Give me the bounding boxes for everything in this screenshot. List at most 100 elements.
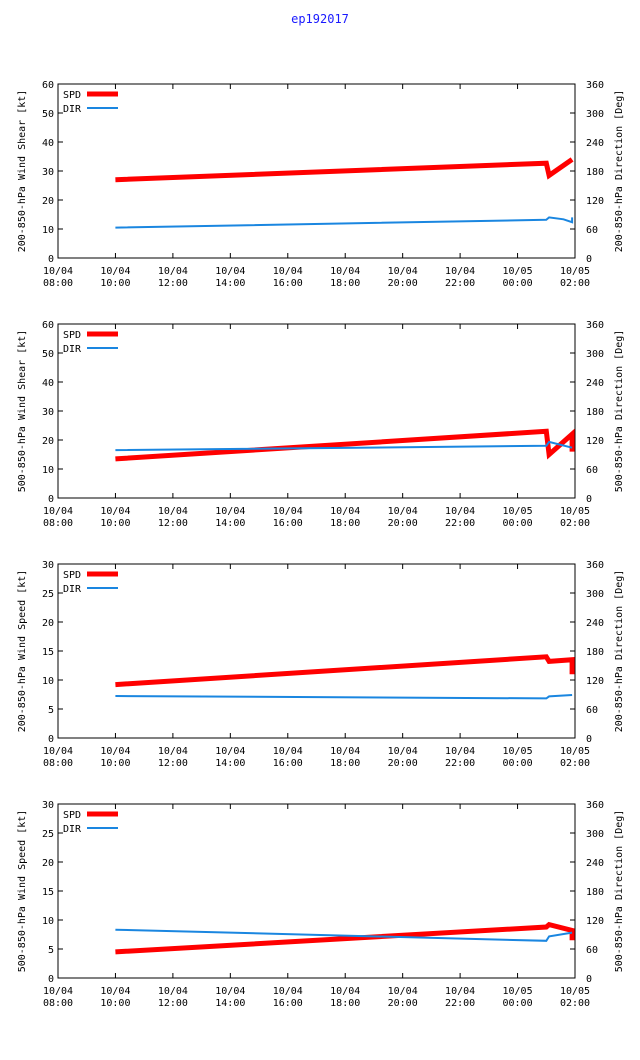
x-tick-time: 20:00: [388, 998, 418, 1009]
y-tick-label: 10: [42, 916, 54, 927]
x-tick-time: 00:00: [503, 758, 533, 769]
y-tick-label: 15: [42, 887, 54, 898]
x-tick-time: 12:00: [158, 278, 188, 289]
y2-tick-label: 120: [586, 916, 604, 927]
y2-tick-label: 120: [586, 676, 604, 687]
y-tick-label: 5: [48, 945, 54, 956]
x-tick-date: 10/04: [273, 506, 303, 517]
x-tick-date: 10/04: [445, 746, 475, 757]
y2-axis-label: 200-850-hPa Direction [Deg]: [614, 90, 625, 253]
x-tick-date: 10/05: [560, 986, 590, 997]
x-tick-time: 18:00: [330, 758, 360, 769]
x-tick-date: 10/04: [330, 506, 360, 517]
x-tick-date: 10/05: [503, 986, 533, 997]
y2-tick-label: 60: [586, 465, 598, 476]
x-tick-date: 10/04: [158, 986, 188, 997]
y2-tick-label: 240: [586, 378, 604, 389]
x-tick-date: 10/04: [43, 986, 73, 997]
chart-panel-3: 05101520253006012018024030036010/0408:00…: [17, 560, 625, 769]
x-tick-time: 10:00: [100, 518, 130, 529]
x-tick-date: 10/04: [215, 986, 245, 997]
x-tick-date: 10/04: [100, 506, 130, 517]
y2-tick-label: 180: [586, 407, 604, 418]
x-tick-date: 10/04: [388, 506, 418, 517]
y-tick-label: 10: [42, 225, 54, 236]
y-tick-label: 50: [42, 109, 54, 120]
y2-tick-label: 180: [586, 647, 604, 658]
x-tick-date: 10/05: [560, 506, 590, 517]
x-tick-date: 10/04: [388, 746, 418, 757]
y2-tick-label: 360: [586, 320, 604, 331]
y2-tick-label: 300: [586, 349, 604, 360]
x-tick-date: 10/04: [273, 986, 303, 997]
x-tick-time: 12:00: [158, 518, 188, 529]
series-line-spd: [115, 157, 574, 183]
x-tick-date: 10/04: [43, 506, 73, 517]
x-tick-date: 10/04: [215, 506, 245, 517]
y2-axis-label: 200-850-hPa Direction [Deg]: [614, 570, 625, 733]
y2-tick-label: 0: [586, 974, 592, 985]
x-tick-time: 16:00: [273, 758, 303, 769]
plot-frame: [57, 563, 576, 739]
x-tick-time: 12:00: [158, 758, 188, 769]
y-tick-label: 40: [42, 138, 54, 149]
legend-label-dir: DIR: [63, 584, 82, 595]
y-tick-label: 0: [48, 254, 54, 265]
y2-tick-label: 360: [586, 80, 604, 91]
x-tick-date: 10/04: [330, 266, 360, 277]
plot-frame: [57, 323, 576, 499]
x-tick-time: 08:00: [43, 518, 73, 529]
y-axis-label: 200-850-hPa Wind Speed [kt]: [17, 570, 28, 733]
y2-tick-label: 360: [586, 560, 604, 571]
y-tick-label: 20: [42, 618, 54, 629]
x-tick-time: 14:00: [215, 278, 245, 289]
y2-tick-label: 300: [586, 109, 604, 120]
x-tick-date: 10/04: [158, 746, 188, 757]
x-tick-time: 18:00: [330, 278, 360, 289]
x-tick-time: 20:00: [388, 278, 418, 289]
x-tick-time: 16:00: [273, 518, 303, 529]
y2-tick-label: 180: [586, 887, 604, 898]
legend-label-spd: SPD: [63, 330, 81, 341]
x-tick-date: 10/04: [100, 266, 130, 277]
chart-panel-4: 05101520253006012018024030036010/0408:00…: [17, 800, 625, 1009]
x-tick-time: 12:00: [158, 998, 188, 1009]
chart-panel-2: 010203040506006012018024030036010/0408:0…: [17, 320, 625, 529]
x-tick-time: 10:00: [100, 998, 130, 1009]
legend-label-dir: DIR: [63, 824, 82, 835]
y2-tick-label: 120: [586, 196, 604, 207]
y-tick-label: 30: [42, 800, 54, 811]
series-line-dir: [115, 694, 573, 700]
y-axis-label: 200-850-hPa Wind Shear [kt]: [17, 90, 28, 253]
y-axis-label: 500-850-hPa Wind Speed [kt]: [17, 810, 28, 973]
y-tick-label: 30: [42, 167, 54, 178]
x-tick-time: 08:00: [43, 998, 73, 1009]
x-tick-time: 18:00: [330, 998, 360, 1009]
series-line-spd: [115, 654, 575, 688]
y-tick-label: 30: [42, 560, 54, 571]
y2-tick-label: 0: [586, 494, 592, 505]
chart-panel-1: 010203040506006012018024030036010/0408:0…: [17, 80, 625, 289]
x-tick-date: 10/04: [215, 266, 245, 277]
x-tick-time: 22:00: [445, 998, 475, 1009]
y-tick-label: 20: [42, 858, 54, 869]
x-tick-time: 22:00: [445, 278, 475, 289]
y-tick-label: 40: [42, 378, 54, 389]
y-tick-label: 20: [42, 436, 54, 447]
y2-tick-label: 240: [586, 618, 604, 629]
x-tick-date: 10/04: [445, 986, 475, 997]
y2-tick-label: 0: [586, 734, 592, 745]
x-tick-date: 10/04: [158, 266, 188, 277]
y2-tick-label: 0: [586, 254, 592, 265]
x-tick-time: 18:00: [330, 518, 360, 529]
x-tick-date: 10/04: [445, 266, 475, 277]
y2-tick-label: 60: [586, 705, 598, 716]
x-tick-time: 14:00: [215, 518, 245, 529]
y-tick-label: 0: [48, 494, 54, 505]
x-tick-date: 10/04: [158, 506, 188, 517]
x-tick-time: 20:00: [388, 758, 418, 769]
y2-tick-label: 60: [586, 945, 598, 956]
x-tick-time: 16:00: [273, 278, 303, 289]
series-line-spd: [115, 921, 575, 955]
